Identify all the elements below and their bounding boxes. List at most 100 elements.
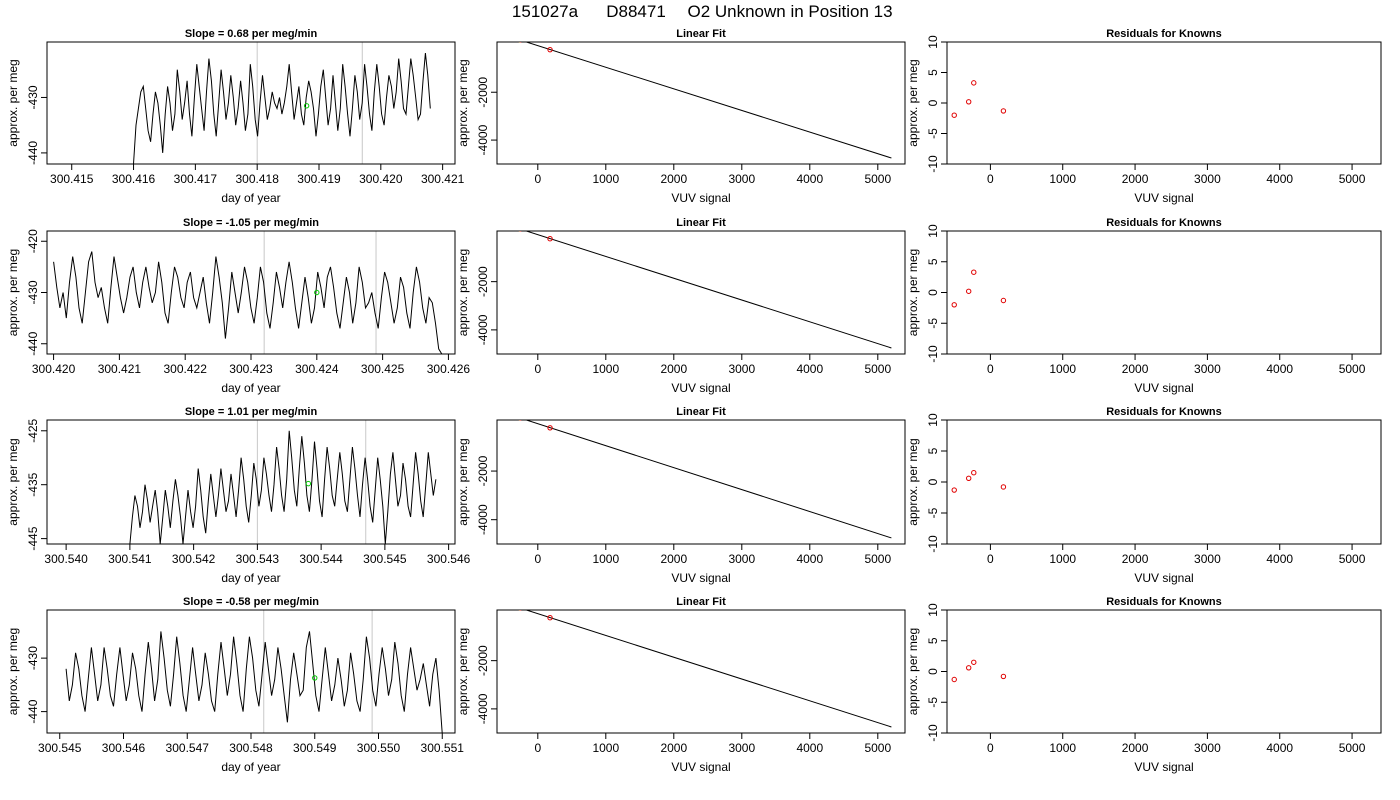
x-tick-label: 0 bbox=[534, 362, 541, 376]
y-axis-label: approx. per meg bbox=[456, 438, 470, 525]
x-tick-label: 4000 bbox=[1266, 552, 1293, 566]
x-tick-label: 300.551 bbox=[421, 741, 465, 755]
y-tick-label: -10 bbox=[926, 155, 940, 173]
x-tick-label: 300.422 bbox=[163, 362, 207, 376]
x-tick-label: 5000 bbox=[1339, 362, 1366, 376]
x-axis-label: VUV signal bbox=[1134, 381, 1193, 395]
known-point bbox=[518, 610, 522, 611]
panel-title: Linear Fit bbox=[676, 596, 726, 608]
x-axis-label: VUV signal bbox=[1134, 571, 1193, 585]
x-tick-label: 2000 bbox=[1122, 552, 1149, 566]
y-tick-label: -10 bbox=[926, 535, 940, 553]
x-axis-label: VUV signal bbox=[671, 760, 730, 774]
known-point bbox=[951, 487, 957, 493]
known-point bbox=[951, 302, 957, 308]
known-point bbox=[502, 410, 506, 414]
known-point bbox=[966, 665, 972, 671]
y-tick-label: -440 bbox=[26, 331, 40, 355]
y-tick-label: 10 bbox=[926, 35, 940, 49]
fit-line bbox=[524, 420, 892, 539]
x-tick-label: 1000 bbox=[592, 741, 619, 755]
x-tick-label: 2000 bbox=[1122, 362, 1149, 376]
y-tick-label: -4000 bbox=[476, 693, 490, 724]
fit-line bbox=[524, 42, 892, 159]
x-tick-label: 0 bbox=[987, 552, 994, 566]
chart-panel-r4c2: Linear Fit 0 1000 2000 3000 4000 5000 -2000 -400… bbox=[456, 596, 906, 774]
y-tick-label: -440 bbox=[26, 699, 40, 723]
x-tick-label: 3000 bbox=[1194, 552, 1221, 566]
x-tick-label: 300.548 bbox=[229, 741, 273, 755]
y-axis-label: approx. per meg bbox=[6, 249, 20, 336]
x-tick-label: 300.418 bbox=[235, 172, 279, 186]
known-point bbox=[971, 470, 977, 476]
x-tick-label: 300.540 bbox=[44, 552, 88, 566]
x-tick-label: 5000 bbox=[864, 362, 891, 376]
panel-title: Residuals for Knowns bbox=[1106, 217, 1222, 229]
known-point bbox=[1000, 673, 1007, 680]
plot-area bbox=[502, 601, 892, 728]
x-tick-label: 0 bbox=[534, 552, 541, 566]
plot-frame bbox=[946, 41, 1382, 165]
y-axis-label: approx. per meg bbox=[6, 59, 20, 146]
plot-area bbox=[502, 410, 892, 539]
y-tick-label: 0 bbox=[926, 99, 940, 106]
y-tick-label: 10 bbox=[926, 603, 940, 617]
y-tick-label: -430 bbox=[26, 85, 40, 109]
y-axis-label: approx. per meg bbox=[906, 59, 920, 146]
fit-line bbox=[524, 610, 892, 728]
y-axis-label: approx. per meg bbox=[6, 628, 20, 715]
time-series-line bbox=[133, 53, 431, 164]
plot-frame bbox=[46, 41, 456, 165]
x-tick-label: 4000 bbox=[1266, 362, 1293, 376]
x-tick-label: 300.549 bbox=[293, 741, 337, 755]
plot-frame bbox=[496, 41, 906, 165]
x-axis-label: day of year bbox=[221, 191, 280, 205]
x-tick-label: 2000 bbox=[660, 552, 687, 566]
y-tick-label: -4000 bbox=[476, 124, 490, 155]
y-tick-label: 0 bbox=[926, 668, 940, 675]
panel-title: Residuals for Knowns bbox=[1106, 406, 1222, 418]
time-series-line bbox=[129, 430, 437, 544]
y-tick-label: -2000 bbox=[476, 455, 490, 486]
unknown-point bbox=[518, 420, 521, 421]
y-tick-label: -435 bbox=[26, 472, 40, 496]
plot-area bbox=[502, 222, 892, 349]
x-tick-label: 0 bbox=[987, 362, 994, 376]
x-tick-label: 300.417 bbox=[174, 172, 218, 186]
x-tick-label: 0 bbox=[987, 741, 994, 755]
plot-area bbox=[65, 631, 443, 733]
x-axis-label: day of year bbox=[221, 381, 280, 395]
y-axis-label: approx. per meg bbox=[6, 438, 20, 525]
y-tick-label: -440 bbox=[26, 141, 40, 165]
x-tick-label: 300.546 bbox=[427, 552, 471, 566]
x-tick-label: 3000 bbox=[728, 552, 755, 566]
known-point bbox=[951, 676, 957, 683]
x-tick-label: 300.542 bbox=[172, 552, 216, 566]
x-tick-label: 5000 bbox=[864, 172, 891, 186]
chart-panel-r4c3: Residuals for Knowns 0 1000 2000 3000 4000 500… bbox=[906, 596, 1382, 774]
known-point bbox=[502, 222, 506, 226]
figure-title-sample: D88471 bbox=[606, 2, 666, 21]
x-tick-label: 300.544 bbox=[299, 552, 343, 566]
plot-frame bbox=[946, 230, 1382, 355]
y-tick-label: -5 bbox=[926, 507, 940, 518]
known-point bbox=[966, 99, 972, 105]
plot-area bbox=[133, 53, 431, 164]
x-tick-label: 1000 bbox=[592, 172, 619, 186]
panel-title: Slope = 0.68 per meg/min bbox=[185, 28, 318, 40]
y-tick-label: -2000 bbox=[476, 77, 490, 108]
x-tick-label: 0 bbox=[534, 172, 541, 186]
y-tick-label: 5 bbox=[926, 69, 940, 76]
known-point bbox=[547, 615, 553, 621]
x-tick-label: 3000 bbox=[1194, 362, 1221, 376]
y-tick-label: -10 bbox=[926, 724, 940, 742]
known-point bbox=[518, 42, 522, 43]
x-tick-label: 1000 bbox=[1049, 362, 1076, 376]
known-point bbox=[502, 601, 506, 605]
unknown-point bbox=[518, 231, 521, 232]
unknown-point bbox=[515, 415, 519, 419]
plot-frame bbox=[946, 609, 1382, 734]
x-tick-label: 300.550 bbox=[357, 741, 401, 755]
x-tick-label: 5000 bbox=[864, 741, 891, 755]
x-tick-label: 4000 bbox=[796, 741, 823, 755]
